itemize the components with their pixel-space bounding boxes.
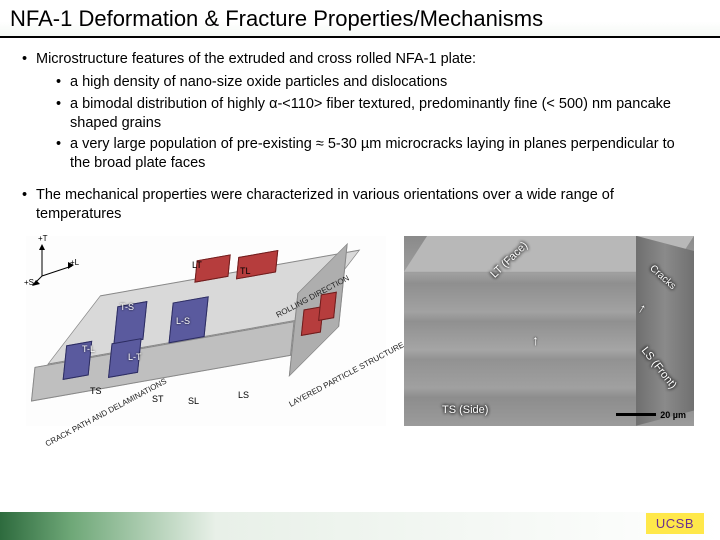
lab-ls: L-S bbox=[176, 316, 190, 326]
bullet-1a: a high density of nano-size oxide partic… bbox=[56, 73, 698, 92]
lab-st: ST bbox=[152, 394, 164, 404]
axis-l: +L bbox=[70, 258, 79, 267]
lab-lt: LT bbox=[192, 260, 202, 270]
lab-tl: TL bbox=[240, 266, 251, 276]
bullet-1: Microstructure features of the extruded … bbox=[22, 50, 698, 69]
org-badge: UCSB bbox=[646, 513, 704, 534]
scale-text: 20 µm bbox=[660, 410, 686, 420]
slide-title: NFA-1 Deformation & Fracture Properties/… bbox=[10, 6, 710, 32]
axis-s: +S bbox=[24, 278, 34, 287]
lab-tss: TS bbox=[90, 386, 102, 396]
content-area: Microstructure features of the extruded … bbox=[0, 38, 720, 224]
axis-t: +T bbox=[38, 234, 48, 243]
scalebar: 20 µm bbox=[616, 410, 686, 420]
bullet-2: The mechanical properties were character… bbox=[22, 186, 698, 224]
bullet-1b: a bimodal distribution of highly α-<110>… bbox=[56, 95, 698, 133]
lab-lts: L-T bbox=[128, 352, 142, 362]
lab-ts: T-S bbox=[120, 302, 134, 312]
figures-row: +T +L +S LT TL T-S L-S T-L L-T ST SL LS … bbox=[0, 228, 720, 426]
arrow-icon: ↑ bbox=[532, 332, 539, 348]
plate-3d bbox=[63, 250, 357, 432]
diagram-orientation: +T +L +S LT TL T-S L-S T-L L-T ST SL LS … bbox=[26, 236, 386, 426]
lab-lss: LS bbox=[238, 390, 249, 400]
lab-tls: T-L bbox=[82, 344, 95, 354]
bullet-1c: a very large population of pre-existing … bbox=[56, 135, 698, 173]
mg-ts: TS (Side) bbox=[442, 404, 488, 416]
micrograph: LT (Face) TS (Side) LS (Front) Cracks ↑ … bbox=[404, 236, 694, 426]
footer-band bbox=[0, 512, 720, 540]
lab-sl: SL bbox=[188, 396, 199, 406]
title-bar: NFA-1 Deformation & Fracture Properties/… bbox=[0, 0, 720, 38]
